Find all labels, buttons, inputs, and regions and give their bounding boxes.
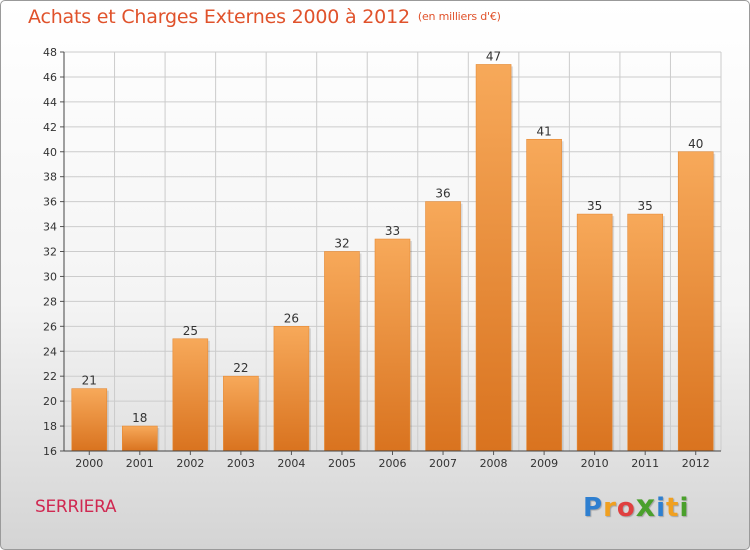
logo-letter: P [583,493,604,523]
data-label: 47 [486,49,501,63]
x-tick-label: 2001 [126,457,154,470]
bar [122,425,158,452]
data-label: 25 [183,324,198,338]
data-label: 21 [82,374,97,388]
y-tick-label: 46 [43,71,57,84]
logo-letter: i [656,493,667,523]
data-label: 32 [334,237,349,251]
data-label: 35 [587,199,602,213]
y-tick-label: 24 [43,345,57,358]
y-tick-label: 16 [43,445,57,458]
y-tick-label: 26 [43,320,57,333]
bar [71,388,108,452]
x-tick-label: 2011 [631,457,659,470]
data-label: 35 [638,199,653,213]
bar [374,238,411,452]
proxiti-logo: Proxiti [583,489,689,524]
y-tick-label: 30 [43,270,57,283]
x-tick-label: 2007 [429,457,457,470]
bar [223,375,259,452]
bar [172,338,209,452]
y-tick-label: 22 [43,370,57,383]
data-label: 40 [688,137,703,151]
x-tick-label: 2000 [75,457,103,470]
y-tick-label: 32 [43,246,57,259]
y-tick-label: 18 [43,420,57,433]
y-tick-label: 40 [43,146,57,159]
bar [425,201,461,452]
logo-letter: x [635,489,657,524]
x-tick-label: 2002 [176,457,204,470]
bar [627,213,663,452]
x-tick-label: 2004 [277,457,305,470]
unit-note: (en milliers d'€) [417,10,501,23]
bar [677,151,714,452]
y-tick-label: 20 [43,395,57,408]
bar [526,138,562,452]
logo-letter: o [616,493,636,523]
data-label: 36 [435,187,450,201]
data-label: 22 [233,361,248,375]
y-tick-label: 34 [43,221,57,234]
data-label: 41 [536,124,551,138]
y-tick-label: 42 [43,121,57,134]
x-tick-label: 2003 [227,457,255,470]
y-tick-label: 36 [43,196,57,209]
bar [475,64,512,452]
chart-title-text: Achats et Charges Externes 2000 à 2012 [28,6,410,28]
x-tick-label: 2008 [480,457,508,470]
logo-letter: t [666,493,680,523]
bar [576,213,613,452]
data-label: 33 [385,224,400,238]
y-tick-label: 48 [43,46,57,59]
commune-name: SERRIERA [35,497,117,517]
y-tick-label: 38 [43,171,57,184]
x-tick-label: 2005 [328,457,356,470]
x-tick-label: 2006 [379,457,407,470]
bar [273,326,310,452]
data-label: 26 [284,311,299,325]
x-tick-label: 2012 [682,457,710,470]
logo-letter: i [679,493,690,523]
y-tick-label: 28 [43,295,57,308]
data-label: 18 [132,411,147,425]
bar [324,251,360,452]
logo-letter: r [603,493,617,523]
x-tick-label: 2010 [581,457,609,470]
y-tick-label: 44 [43,96,57,109]
x-tick-label: 2009 [530,457,558,470]
chart-title: Achats et Charges Externes 2000 à 2012 (e… [28,6,501,28]
